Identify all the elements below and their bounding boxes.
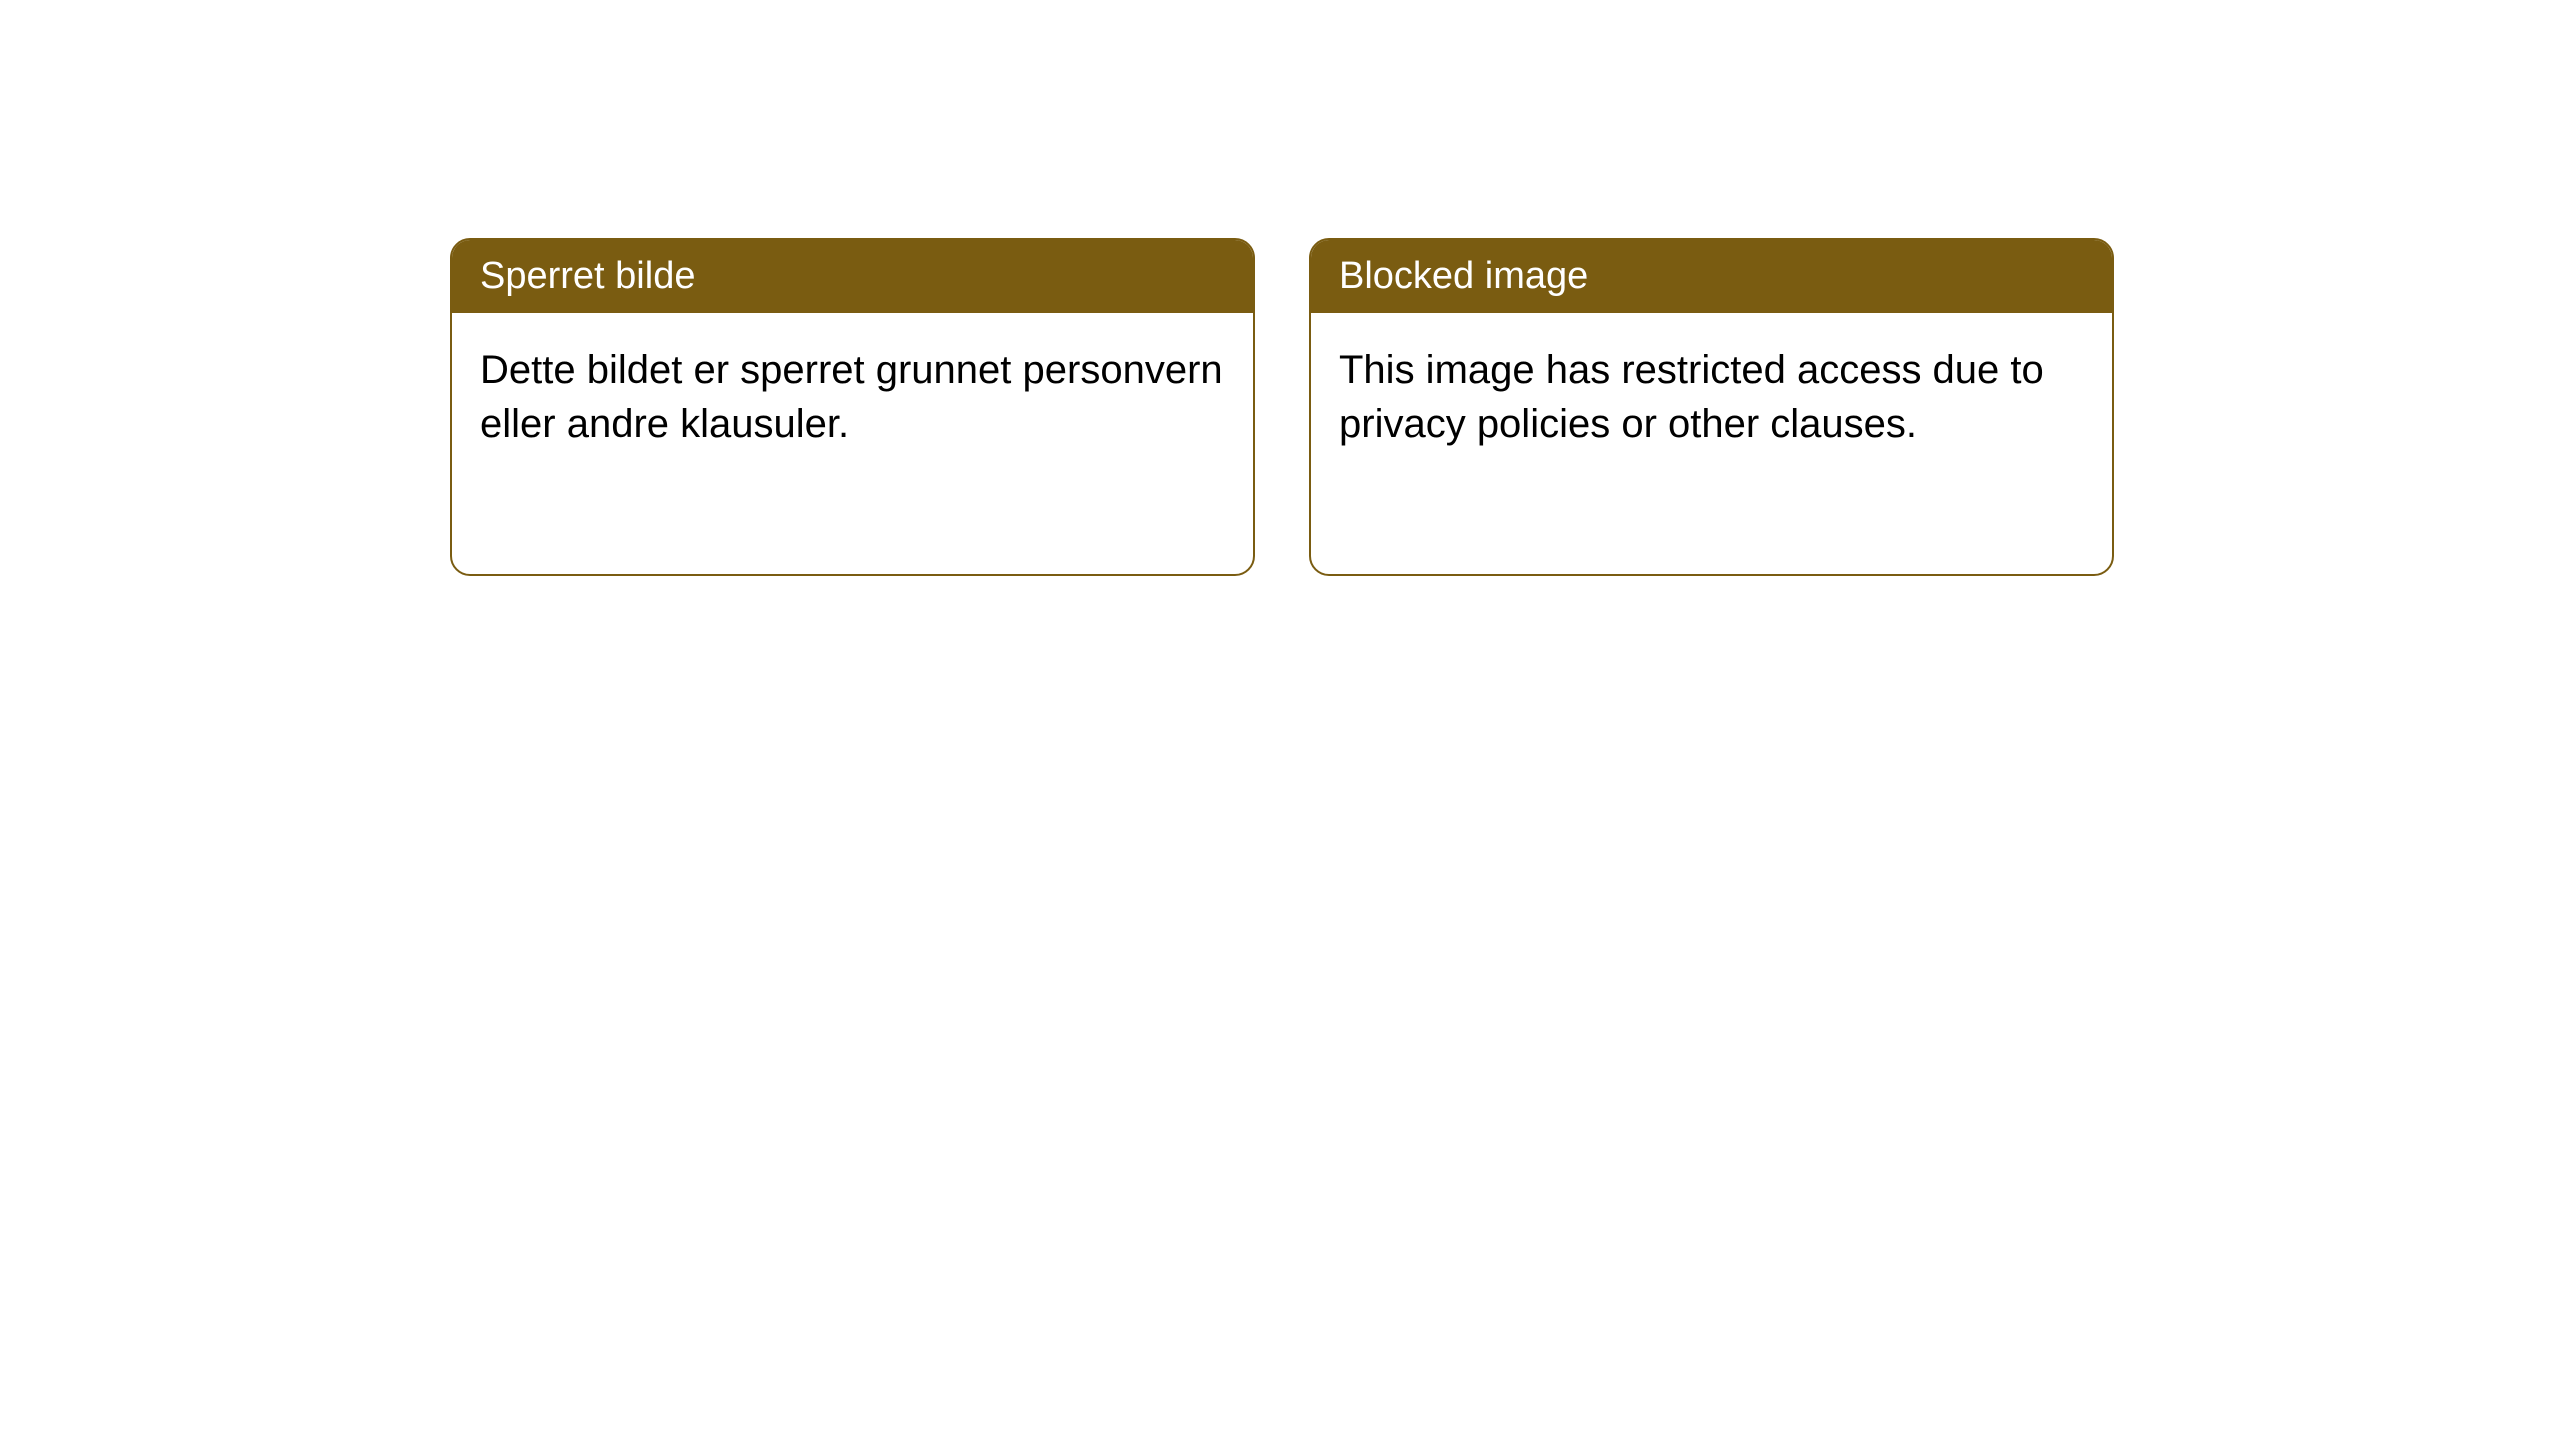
card-body: This image has restricted access due to … (1311, 313, 2112, 481)
blocked-image-card-norwegian: Sperret bilde Dette bildet er sperret gr… (450, 238, 1255, 576)
card-body: Dette bildet er sperret grunnet personve… (452, 313, 1253, 481)
card-header-text: Blocked image (1339, 255, 1588, 297)
card-header: Blocked image (1311, 240, 2112, 313)
card-body-text: This image has restricted access due to … (1339, 348, 2044, 446)
blocked-image-notices: Sperret bilde Dette bildet er sperret gr… (450, 238, 2114, 576)
card-body-text: Dette bildet er sperret grunnet personve… (480, 348, 1223, 446)
card-header: Sperret bilde (452, 240, 1253, 313)
card-header-text: Sperret bilde (480, 255, 695, 297)
blocked-image-card-english: Blocked image This image has restricted … (1309, 238, 2114, 576)
